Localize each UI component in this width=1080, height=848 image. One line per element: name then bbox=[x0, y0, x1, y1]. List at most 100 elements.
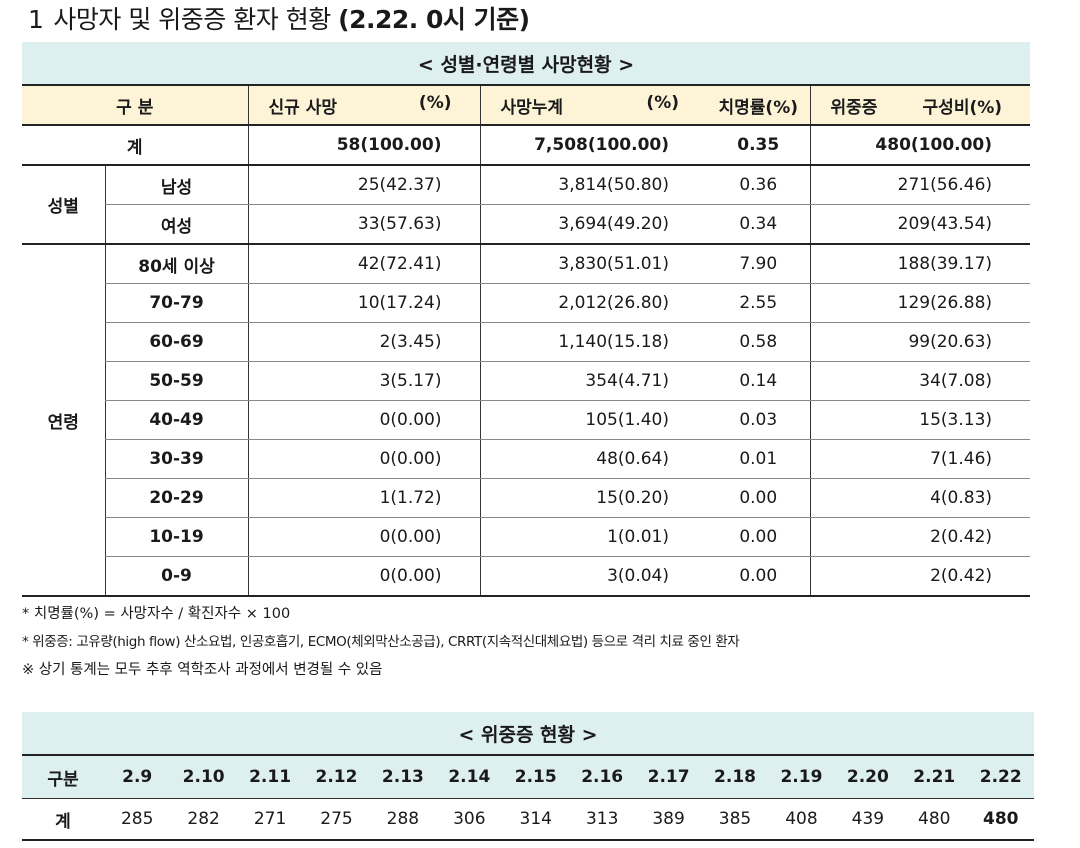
title-text: 사망자 및 위중증 환자 현황 bbox=[53, 5, 331, 34]
table-row: 20-29 1(1.72) 15(0.20) 0.00 4(0.83) bbox=[22, 478, 1031, 518]
row-label: 80세 이상 bbox=[104, 244, 248, 284]
date-cell: 2.16 bbox=[568, 755, 636, 799]
cell-cumulative: 15(0.20) bbox=[479, 478, 707, 518]
title-date: (2.22. 0시 기준) bbox=[338, 5, 530, 34]
value-cell: 282 bbox=[170, 798, 237, 841]
table2-value-row: 계 285 282 271 275 288 306 314 313 389 38… bbox=[22, 798, 1034, 841]
date-cell: 2.22 bbox=[967, 755, 1034, 799]
date-cell: 2.15 bbox=[502, 755, 569, 799]
table-row: 여성 33(57.63) 3,694(49.20) 0.34 209(43.54… bbox=[22, 204, 1031, 245]
table-row: 연령 80세 이상 42(72.41) 3,830(51.01) 7.90 18… bbox=[22, 244, 1031, 597]
cell-cumulative: 1(0.01) bbox=[479, 517, 707, 557]
table-row: 성별 남성 25(42.37) 3,814(50.80) 0.36 271(56… bbox=[22, 165, 1031, 245]
row-label: 70-79 bbox=[104, 283, 248, 323]
footnote-critical: * 위중증: 고유량(high flow) 산소요법, 인공호흡기, ECMO(… bbox=[22, 634, 740, 650]
date-cell: 2.10 bbox=[170, 755, 237, 799]
value-cell: 389 bbox=[635, 798, 702, 841]
critical-status-table: < 위중증 현황 > 구분 2.9 2.10 2.11 2.12 2.13 2.… bbox=[22, 712, 1034, 841]
cell-cumulative: 3,814(50.80) bbox=[479, 165, 707, 205]
total-critical: 480(100.00) bbox=[809, 125, 1031, 166]
date-cell: 2.20 bbox=[834, 755, 902, 799]
cell-fatality: 7.90 bbox=[707, 244, 810, 284]
cell-new: 0(0.00) bbox=[247, 439, 480, 479]
cell-fatality: 2.55 bbox=[707, 283, 810, 323]
value-cell: 439 bbox=[834, 798, 902, 841]
page-title: 1 사망자 및 위중증 환자 현황 (2.22. 0시 기준) bbox=[28, 2, 530, 38]
date-cell: 2.11 bbox=[236, 755, 304, 799]
date-cell: 2.9 bbox=[104, 755, 171, 799]
cell-new: 1(1.72) bbox=[247, 478, 480, 518]
date-cell: 2.21 bbox=[901, 755, 968, 799]
title-number: 1 bbox=[28, 5, 44, 34]
cell-new: 0(0.00) bbox=[247, 556, 480, 597]
cell-new: 2(3.45) bbox=[247, 322, 480, 362]
cell-critical: 188(39.17) bbox=[809, 244, 1031, 284]
cell-fatality: 0.58 bbox=[707, 322, 810, 362]
cell-critical: 99(20.63) bbox=[809, 322, 1031, 362]
cell-critical: 34(7.08) bbox=[809, 361, 1031, 401]
cell-cumulative: 48(0.64) bbox=[479, 439, 707, 479]
cell-critical: 15(3.13) bbox=[809, 400, 1031, 440]
cell-fatality: 0.00 bbox=[707, 517, 810, 557]
cell-cumulative: 3,694(49.20) bbox=[479, 204, 707, 245]
table2-caption: < 위중증 현황 > bbox=[22, 712, 1034, 756]
cell-new: 33(57.63) bbox=[247, 204, 480, 245]
date-cell: 2.17 bbox=[635, 755, 702, 799]
cell-cumulative: 2,012(26.80) bbox=[479, 283, 707, 323]
total-new: 58(100.00) bbox=[247, 125, 480, 166]
death-status-table: < 성별·연령별 사망현황 > 구 분 신규 사망 (%) 사망누계 (%) 치명률… bbox=[22, 42, 1031, 597]
cell-cumulative: 1,140(15.18) bbox=[479, 322, 707, 362]
table-row: 0-9 0(0.00) 3(0.04) 0.00 2(0.42) bbox=[22, 556, 1031, 597]
table-row: 30-39 0(0.00) 48(0.64) 0.01 7(1.46) bbox=[22, 439, 1031, 479]
cell-new: 3(5.17) bbox=[247, 361, 480, 401]
row-label: 10-19 bbox=[104, 517, 248, 557]
cell-new: 0(0.00) bbox=[247, 517, 480, 557]
total-fatality: 0.35 bbox=[707, 125, 810, 166]
cell-critical: 129(26.88) bbox=[809, 283, 1031, 323]
table-row-total: 계 58(100.00) 7,508(100.00) 0.35 480(100.… bbox=[22, 125, 1031, 166]
row-label: 60-69 bbox=[104, 322, 248, 362]
total-label: 계 bbox=[22, 125, 248, 166]
cell-critical: 7(1.46) bbox=[809, 439, 1031, 479]
row-label: 0-9 bbox=[104, 556, 248, 597]
header-new-deaths: 신규 사망 (%) bbox=[247, 85, 480, 126]
cell-critical: 209(43.54) bbox=[809, 204, 1031, 245]
header-critical: 위중증 구성비(%) bbox=[809, 85, 1031, 126]
cell-fatality: 0.36 bbox=[707, 165, 810, 205]
date-cell: 2.14 bbox=[436, 755, 503, 799]
value-cell: 306 bbox=[436, 798, 503, 841]
value-cell: 314 bbox=[502, 798, 569, 841]
cell-critical: 4(0.83) bbox=[809, 478, 1031, 518]
table-row: 70-79 10(17.24) 2,012(26.80) 2.55 129(26… bbox=[22, 283, 1031, 323]
cell-critical: 2(0.42) bbox=[809, 556, 1031, 597]
footnote-fatality: * 치명률(%) = 사망자수 / 확진자수 × 100 bbox=[22, 606, 291, 622]
header-fatality: 치명률(%) bbox=[707, 85, 810, 126]
cell-new: 42(72.41) bbox=[247, 244, 480, 284]
sex-group-label: 성별 bbox=[22, 165, 105, 245]
row-label: 40-49 bbox=[104, 400, 248, 440]
row-label: 30-39 bbox=[104, 439, 248, 479]
date-cell: 2.12 bbox=[303, 755, 370, 799]
table2-header-label: 구분 bbox=[22, 755, 104, 799]
value-cell: 288 bbox=[369, 798, 437, 841]
cell-new: 10(17.24) bbox=[247, 283, 480, 323]
row-label: 여성 bbox=[104, 204, 248, 245]
value-cell: 385 bbox=[701, 798, 769, 841]
table-row: 50-59 3(5.17) 354(4.71) 0.14 34(7.08) bbox=[22, 361, 1031, 401]
value-cell: 275 bbox=[303, 798, 370, 841]
value-cell: 285 bbox=[104, 798, 171, 841]
date-cell: 2.13 bbox=[369, 755, 437, 799]
table-row: 60-69 2(3.45) 1,140(15.18) 0.58 99(20.63… bbox=[22, 322, 1031, 362]
total-cumulative: 7,508(100.00) bbox=[479, 125, 707, 166]
row-label: 50-59 bbox=[104, 361, 248, 401]
cell-cumulative: 3,830(51.01) bbox=[479, 244, 707, 284]
age-group-label: 연령 bbox=[22, 244, 105, 597]
table1-caption: < 성별·연령별 사망현황 > bbox=[22, 42, 1031, 86]
table2-header-row: 구분 2.9 2.10 2.11 2.12 2.13 2.14 2.15 2.1… bbox=[22, 755, 1034, 799]
value-cell: 480 bbox=[901, 798, 968, 841]
cell-fatality: 0.00 bbox=[707, 478, 810, 518]
table-row: 40-49 0(0.00) 105(1.40) 0.03 15(3.13) bbox=[22, 400, 1031, 440]
cell-cumulative: 354(4.71) bbox=[479, 361, 707, 401]
header-cumulative: 사망누계 (%) bbox=[479, 85, 707, 126]
cell-critical: 2(0.42) bbox=[809, 517, 1031, 557]
